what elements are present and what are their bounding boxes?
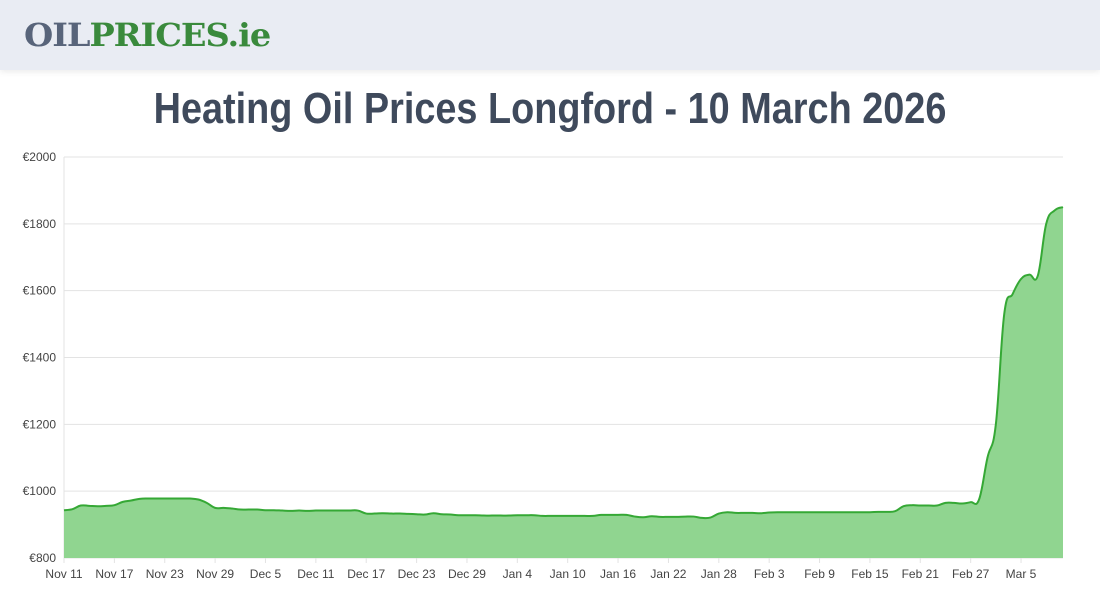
x-tick-label: Nov 17 bbox=[95, 567, 133, 581]
y-tick-label: €800 bbox=[29, 551, 56, 565]
x-tick-label: Feb 3 bbox=[754, 567, 785, 581]
site-header: OILPRICES.ie bbox=[0, 0, 1100, 70]
x-tick-label: Dec 11 bbox=[297, 567, 334, 581]
price-line bbox=[63, 206, 1064, 520]
x-tick-label: Jan 28 bbox=[701, 567, 737, 581]
x-tick-label: Feb 21 bbox=[902, 567, 940, 581]
x-tick-label: Feb 27 bbox=[952, 567, 990, 581]
y-tick-label: €1200 bbox=[23, 417, 57, 431]
price-area bbox=[64, 207, 1063, 558]
x-tick-label: Dec 17 bbox=[347, 567, 385, 581]
x-tick-label: Jan 22 bbox=[650, 567, 686, 581]
y-tick-label: €1600 bbox=[23, 284, 57, 298]
x-tick-label: Dec 29 bbox=[448, 567, 486, 581]
x-tick-label: Dec 23 bbox=[398, 567, 436, 581]
x-tick-label: Mar 5 bbox=[1006, 567, 1037, 581]
page-title: Heating Oil Prices Longford - 10 March 2… bbox=[153, 84, 947, 133]
x-tick-label: Dec 5 bbox=[250, 567, 282, 581]
x-tick-label: Jan 16 bbox=[600, 567, 636, 581]
x-tick-label: Jan 10 bbox=[550, 567, 586, 581]
y-tick-label: €1800 bbox=[23, 217, 57, 231]
x-tick-label: Feb 9 bbox=[804, 567, 835, 581]
x-tick-label: Nov 29 bbox=[196, 567, 234, 581]
x-tick-label: Feb 15 bbox=[851, 567, 889, 581]
x-tick-label: Jan 4 bbox=[503, 567, 533, 581]
x-tick-label: Nov 23 bbox=[146, 567, 184, 581]
y-tick-label: €1000 bbox=[23, 484, 57, 498]
y-tick-label: €2000 bbox=[23, 150, 57, 164]
y-tick-label: €1400 bbox=[23, 351, 57, 365]
site-logo[interactable]: OILPRICES.ie bbox=[24, 16, 271, 54]
x-tick-label: Nov 11 bbox=[45, 567, 82, 581]
